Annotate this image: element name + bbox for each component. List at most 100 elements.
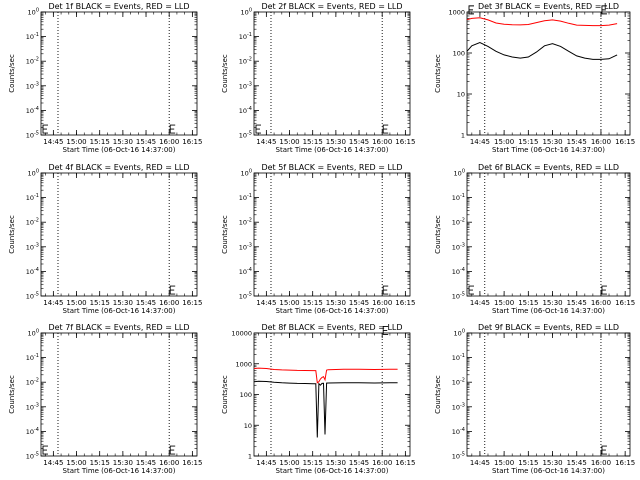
- y-tick-label: 10-2: [26, 57, 39, 66]
- panel-det-9f: Det 9f BLACK = Events, RED = LLD 10-5 10-4…: [434, 323, 635, 475]
- x-tick-label: 15:30: [542, 138, 562, 146]
- x-tick-label: 15:00: [66, 299, 86, 307]
- plot-frame: [253, 172, 411, 297]
- x-tick-label: 14:45: [256, 138, 276, 146]
- x-tick-label: 14:45: [470, 138, 490, 146]
- y-tick-label: 10-4: [452, 427, 465, 436]
- y-tick-label: 10000: [231, 330, 252, 338]
- x-tick-label: 14:45: [256, 299, 276, 307]
- series-events: [253, 380, 398, 438]
- x-tick-label: 15:00: [279, 299, 299, 307]
- y-tick-label: 1000: [448, 9, 465, 17]
- y-axis-label: Counts/sec: [434, 375, 442, 414]
- x-tick-label: 15:45: [349, 459, 369, 467]
- rate-marker-glyph: [382, 124, 389, 134]
- x-tick-label: 16:15: [182, 299, 202, 307]
- x-tick-label: 16:00: [591, 299, 611, 307]
- panel-title: Det 1f BLACK = Events, RED = LLD: [48, 2, 189, 11]
- panel-det-8f: Det 8f BLACK = Events, RED = LLD 1 10 100 10…: [221, 323, 415, 475]
- rate-marker-glyph: [169, 124, 176, 134]
- y-axis-label: Counts/sec: [221, 375, 229, 414]
- x-tick-label: 15:30: [326, 459, 346, 467]
- x-tick-label: 14:45: [43, 459, 63, 467]
- y-tick-label: 10-1: [239, 32, 252, 41]
- y-tick-label: 10-3: [239, 81, 252, 90]
- x-tick-label: 15:30: [542, 459, 562, 467]
- rate-marker-glyph: [382, 285, 389, 295]
- x-tick-label: 15:30: [326, 299, 346, 307]
- x-tick-label: 16:00: [372, 299, 392, 307]
- x-tick-label: 15:30: [113, 459, 133, 467]
- y-axis-label: Counts/sec: [434, 215, 442, 254]
- x-axis-label: Start Time (06-Oct-16 14:37:00): [276, 307, 389, 315]
- panel-title: Det 4f BLACK = Events, RED = LLD: [48, 163, 189, 172]
- series-lld: [466, 17, 618, 27]
- y-tick-label: 100: [454, 329, 465, 338]
- y-tick-label: 10-2: [452, 218, 465, 227]
- y-tick-label: 10-3: [26, 242, 39, 251]
- y-tick-label: 10-4: [239, 267, 252, 276]
- y-tick-label: 10-1: [26, 193, 39, 202]
- x-tick-label: 15:15: [518, 459, 538, 467]
- y-tick-label: 10-2: [26, 378, 39, 387]
- x-axis-label: Start Time (06-Oct-16 14:37:00): [492, 467, 605, 475]
- x-tick-label: 14:45: [43, 299, 63, 307]
- x-tick-label: 16:15: [395, 299, 415, 307]
- rate-marker-glyph: [601, 445, 607, 455]
- y-tick-label: 10-1: [26, 32, 39, 41]
- plot-frame: [40, 11, 198, 136]
- x-tick-label: 15:15: [518, 138, 538, 146]
- y-tick-label: 10-3: [452, 242, 465, 251]
- x-tick-label: 16:00: [159, 299, 179, 307]
- y-tick-label: 10-2: [26, 218, 39, 227]
- x-tick-label: 15:15: [90, 299, 110, 307]
- y-tick-label: 10-3: [26, 402, 39, 411]
- x-tick-label: 15:00: [66, 138, 86, 146]
- x-tick-label: 15:15: [303, 299, 323, 307]
- y-tick-label: 1: [248, 453, 252, 461]
- x-tick-label: 16:15: [395, 459, 415, 467]
- y-tick-label: 1: [461, 132, 465, 140]
- y-tick-label: 10-1: [239, 193, 252, 202]
- plot-frame: [40, 332, 198, 457]
- x-tick-label: 16:00: [372, 459, 392, 467]
- plot-frame: [466, 11, 631, 136]
- y-axis-label: Counts/sec: [8, 215, 16, 254]
- y-tick-label: 1000: [235, 360, 252, 368]
- panel-title: Det 7f BLACK = Events, RED = LLD: [48, 323, 189, 332]
- y-tick-label: 10-5: [452, 292, 465, 301]
- y-tick-label: 10-4: [26, 267, 39, 276]
- x-tick-label: 15:15: [90, 138, 110, 146]
- panel-det-5f: Det 5f BLACK = Events, RED = LLD 10-5 10-4…: [221, 163, 415, 315]
- x-tick-label: 15:45: [349, 299, 369, 307]
- y-tick-label: 100: [240, 391, 252, 399]
- x-tick-label: 15:30: [113, 138, 133, 146]
- x-tick-label: 15:30: [542, 299, 562, 307]
- y-tick-label: 10-5: [26, 292, 39, 301]
- x-tick-label: 16:00: [372, 138, 392, 146]
- rate-marker-glyph: [42, 445, 48, 455]
- x-tick-label: 16:15: [395, 138, 415, 146]
- x-tick-label: 15:45: [567, 459, 587, 467]
- x-tick-label: 15:00: [279, 459, 299, 467]
- x-axis-label: Start Time (06-Oct-16 14:37:00): [492, 146, 605, 154]
- plot-frame: [253, 332, 411, 457]
- x-tick-label: 15:00: [494, 459, 514, 467]
- x-axis-label: Start Time (06-Oct-16 14:37:00): [276, 467, 389, 475]
- y-tick-label: 100: [241, 169, 252, 178]
- panel-det-2f: Det 2f BLACK = Events, RED = LLD 10-5 10-4…: [221, 2, 415, 154]
- panel-title: Det 8f BLACK = Events, RED = LLD: [261, 323, 402, 332]
- panel-det-6f: Det 6f BLACK = Events, RED = LLD 10-5 10-4…: [434, 163, 635, 315]
- panel-title: Det 3f BLACK = Events, RED = LLD: [478, 2, 619, 11]
- y-tick-label: 100: [453, 50, 465, 58]
- x-tick-label: 15:45: [567, 299, 587, 307]
- panel-title: Det 6f BLACK = Events, RED = LLD: [478, 163, 619, 172]
- plot-frame: [466, 332, 631, 457]
- x-axis-label: Start Time (06-Oct-16 14:37:00): [492, 307, 605, 315]
- y-tick-label: 10-4: [26, 427, 39, 436]
- panel-det-3f: Det 3f BLACK = Events, RED = LLD 1 10 100 10…: [434, 2, 635, 154]
- x-tick-label: 15:45: [136, 299, 156, 307]
- plot-frame: [40, 172, 198, 297]
- rate-marker-glyph: [169, 285, 176, 295]
- y-tick-label: 10-2: [239, 218, 252, 227]
